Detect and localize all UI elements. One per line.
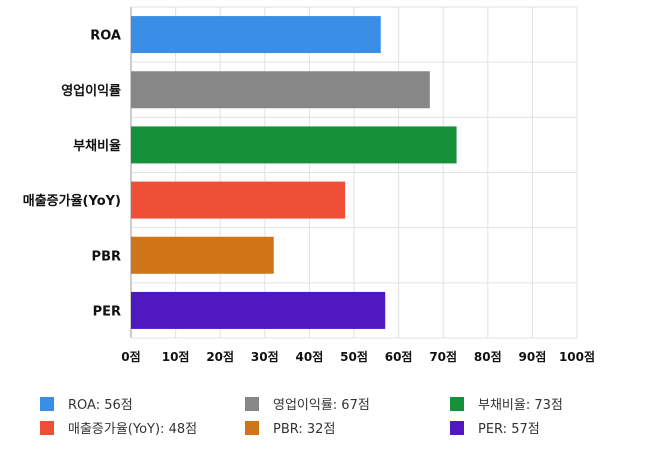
legend-swatch — [40, 396, 54, 411]
legend-item-debt-ratio[interactable]: 부채비율: 73점 — [450, 394, 563, 413]
chart-bars — [131, 16, 457, 329]
x-tick-label: 30점 — [251, 349, 279, 364]
category-label: 매출증가율(YoY) — [23, 193, 121, 209]
x-tick-label: 70점 — [429, 349, 457, 364]
x-tick-label: 60점 — [385, 349, 413, 364]
x-tick-label: 50점 — [340, 349, 368, 364]
legend-item-sales-growth[interactable]: 매출증가율(YoY): 48점 — [40, 418, 197, 437]
category-label: ROA — [90, 29, 121, 44]
x-tick-label: 0점 — [121, 349, 140, 364]
legend-label: 매출증가율(YoY): 48점 — [68, 422, 198, 437]
legend-label: PER: 57점 — [478, 422, 540, 437]
x-tick-label: 100점 — [559, 349, 595, 364]
category-label: 영업이익률 — [61, 83, 121, 99]
legend-label: PBR: 32점 — [273, 422, 336, 437]
legend-swatch — [245, 420, 259, 435]
legend-swatch — [245, 396, 259, 411]
legend-item-pbr[interactable]: PBR: 32점 — [245, 418, 335, 437]
legend-item-per[interactable]: PER: 57점 — [450, 418, 540, 437]
bar[interactable] — [131, 236, 274, 274]
category-label: PER — [93, 304, 121, 319]
bar[interactable] — [131, 181, 346, 219]
bar[interactable] — [131, 71, 430, 109]
legend-label: ROA: 56점 — [68, 398, 133, 413]
x-tick-label: 20점 — [206, 349, 234, 364]
chart-grid — [130, 6, 578, 339]
x-tick-labels: 0점 10점 20점 30점 40점 50점 60점 70점 80점 90점 100점 — [121, 349, 595, 364]
legend-label: 영업이익률: 67점 — [273, 398, 370, 413]
legend-swatch — [40, 420, 54, 435]
x-tick-label: 90점 — [519, 349, 547, 364]
x-tick-label: 10점 — [162, 349, 190, 364]
x-tick-label: 40점 — [296, 349, 324, 364]
bar[interactable] — [131, 291, 386, 329]
x-tick-label: 80점 — [474, 349, 502, 364]
category-label: PBR — [92, 249, 121, 264]
bar[interactable] — [131, 126, 457, 164]
legend-swatch — [450, 396, 464, 411]
legend-item-operating-margin[interactable]: 영업이익률: 67점 — [245, 394, 370, 413]
category-label: 부채비율 — [73, 138, 121, 154]
legend-label: 부채비율: 73점 — [478, 398, 563, 413]
bar[interactable] — [131, 16, 381, 54]
legend-swatch — [450, 420, 464, 435]
legend-item-roa[interactable]: ROA: 56점 — [40, 394, 133, 413]
